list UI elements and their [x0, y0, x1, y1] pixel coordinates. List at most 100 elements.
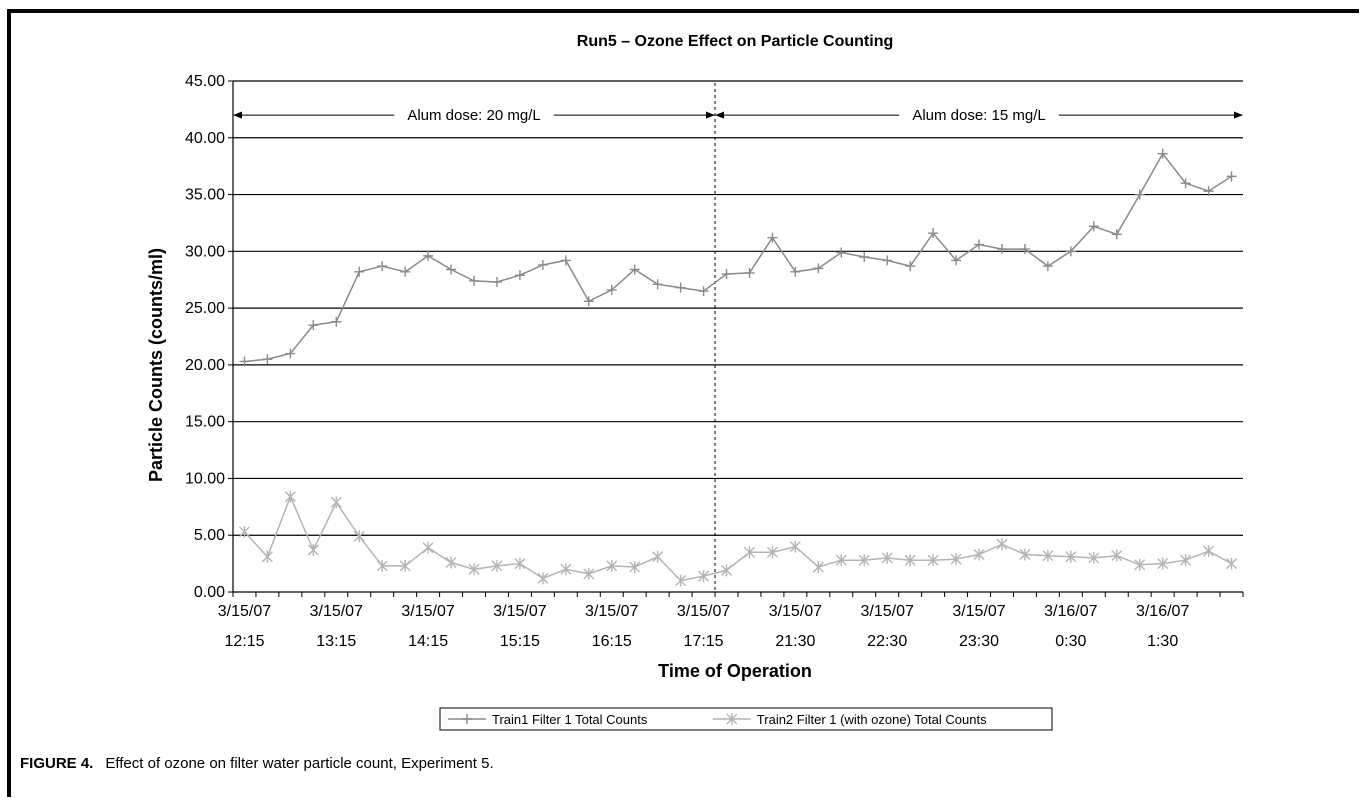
data-point	[1157, 148, 1168, 159]
data-point	[928, 228, 939, 239]
data-point	[1180, 554, 1192, 567]
data-point	[446, 264, 457, 275]
x-tick-label-date: 3/15/07	[218, 603, 271, 620]
series-2	[238, 490, 1238, 587]
data-point	[766, 546, 778, 559]
data-point	[1111, 229, 1122, 240]
x-tick-label-date: 3/15/07	[677, 603, 730, 620]
data-point	[537, 259, 548, 270]
data-point	[698, 286, 709, 297]
x-tick-label-date: 3/15/07	[401, 603, 454, 620]
x-tick-label-time: 16:15	[592, 633, 632, 650]
annotations: Alum dose: 20 mg/L Alum dose: 15 mg/L	[233, 83, 1243, 592]
data-point	[996, 244, 1007, 255]
y-tick-label: 20.00	[185, 357, 225, 374]
data-point	[1065, 550, 1077, 563]
data-point	[377, 261, 388, 272]
series-layer	[238, 148, 1238, 587]
data-point	[996, 538, 1008, 551]
data-point	[353, 530, 365, 543]
x-axis-label: Time of Operation	[658, 661, 812, 681]
data-point	[423, 250, 434, 261]
y-tick-label: 10.00	[185, 470, 225, 487]
data-point	[400, 266, 411, 277]
data-point	[629, 561, 641, 574]
data-point	[491, 276, 502, 287]
legend-label: Train2 Filter 1 (with ozone) Total Count…	[757, 712, 987, 727]
data-point	[1226, 557, 1238, 570]
figure-caption: FIGURE 4. Effect of ozone on filter water…	[20, 755, 494, 772]
data-point	[537, 572, 549, 585]
data-point	[422, 541, 434, 554]
data-point	[675, 282, 686, 293]
y-axis-ticks: 0.00 5.00 10.00 15.00 20.00 25.00 30.00 35.00 40…	[185, 73, 233, 601]
series-line	[244, 152, 1232, 363]
data-point	[698, 570, 710, 583]
data-point	[307, 543, 319, 556]
annotation-label: Alum dose: 15 mg/L	[912, 107, 1045, 124]
y-tick-label: 35.00	[185, 187, 225, 204]
data-point	[330, 496, 342, 509]
y-tick-label: 15.00	[185, 414, 225, 431]
x-tick-label-time: 15:15	[500, 633, 540, 650]
data-point	[812, 561, 824, 574]
legend-label: Train1 Filter 1 Total Counts	[492, 712, 648, 727]
data-point	[445, 556, 457, 569]
data-point	[583, 567, 595, 580]
data-point	[721, 269, 732, 280]
data-point	[927, 554, 939, 567]
data-point	[904, 554, 916, 567]
data-point	[606, 284, 617, 295]
data-point	[1111, 549, 1123, 562]
data-point	[583, 296, 594, 307]
data-point	[514, 557, 526, 570]
data-point	[1042, 261, 1053, 272]
caption-text: Effect of ozone on filter water particle…	[105, 755, 494, 772]
data-point	[1203, 545, 1215, 558]
data-point	[813, 263, 824, 274]
legend-marker	[726, 713, 738, 725]
data-point	[789, 540, 801, 553]
data-point	[468, 563, 480, 576]
data-point	[1157, 557, 1169, 570]
data-point	[354, 266, 365, 277]
x-tick-label-date: 3/15/07	[861, 603, 914, 620]
data-point	[376, 559, 388, 572]
data-point	[1134, 558, 1146, 571]
data-point	[652, 279, 663, 290]
data-point	[743, 546, 755, 559]
x-tick-label-time: 13:15	[316, 633, 356, 650]
y-tick-label: 45.00	[185, 73, 225, 90]
data-point	[560, 563, 572, 576]
x-tick-label-date: 3/15/07	[585, 603, 638, 620]
data-point	[1180, 178, 1191, 189]
data-point	[1088, 551, 1100, 564]
data-point	[1134, 189, 1145, 200]
x-tick-label-time: 23:30	[959, 633, 999, 650]
chart: Run5 – Ozone Effect on Particle Counting…	[146, 33, 1244, 731]
data-point	[514, 270, 525, 281]
data-point	[835, 554, 847, 567]
data-point	[882, 255, 893, 266]
data-point	[469, 275, 480, 286]
x-tick-label-date: 3/15/07	[769, 603, 822, 620]
data-point	[1203, 186, 1214, 197]
figure-frame	[7, 9, 1359, 797]
data-point	[261, 550, 273, 563]
data-point	[1019, 548, 1031, 561]
data-point	[606, 559, 618, 572]
x-tick-label-date: 3/15/07	[952, 603, 1005, 620]
x-tick-label-date: 3/15/07	[310, 603, 363, 620]
x-tick-label-date: 3/15/07	[493, 603, 546, 620]
data-point	[836, 247, 847, 258]
y-axis-label: Particle Counts (counts/ml)	[146, 248, 166, 482]
x-tick-label-time: 14:15	[408, 633, 448, 650]
data-point	[721, 564, 733, 577]
chart-title: Run5 – Ozone Effect on Particle Counting	[577, 33, 893, 50]
data-point	[1019, 244, 1030, 255]
data-point	[284, 490, 296, 503]
data-point	[858, 554, 870, 567]
data-point	[675, 574, 687, 587]
data-point	[238, 525, 250, 538]
legend: Train1 Filter 1 Total Counts Train2 Filte…	[439, 707, 1053, 731]
